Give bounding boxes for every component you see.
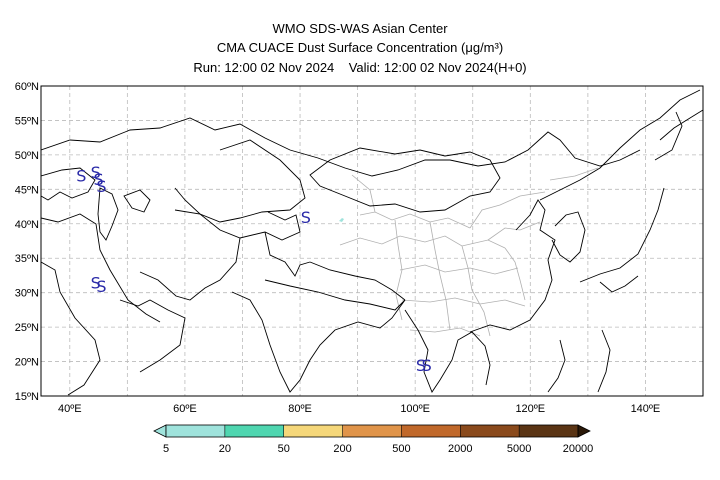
lon-tick-label: 140ºE [631,403,661,415]
colorbar-high-arrow [577,424,591,438]
dust-storm-symbol: S [91,273,101,292]
lon-tick-label: 100ºE [400,403,430,415]
colorbar-segment [166,425,225,437]
colorbar-threshold-label: 200 [333,443,351,455]
dust-storm-symbol: S [96,277,106,296]
product-title: CMA CUACE Dust Surface Concentration (μg… [216,40,504,55]
center-title: WMO SDS-WAS Asian Center [272,21,448,36]
lat-tick-label: 45ºN [15,184,39,196]
colorbar-low-arrow [153,424,167,438]
lat-tick-label: 15ºN [15,391,39,403]
lat-tick-label: 60ºN [15,81,39,93]
dust-concentration-area [339,218,344,222]
colorbar-segment [401,425,461,437]
map-gridlines [41,86,703,396]
dust-storm-symbol: S [91,163,101,182]
lon-tick-label: 80ºE [288,403,312,415]
colorbar-segment [519,425,578,437]
colorbar-outline [165,424,579,438]
colorbar-segment [224,425,284,437]
colorbar: 5 20 50 200 500 2000 5000 20000 [153,424,594,455]
dust-storm-symbol: S [422,356,432,375]
coastlines-and-borders [41,89,703,396]
lat-tick-label: 35ºN [15,253,39,265]
colorbar-threshold-label: 2000 [448,443,472,455]
dust-storm-symbol: S [93,170,103,189]
province-borders [339,167,599,337]
dust-storm-symbol: S [301,208,311,227]
country-borders [41,89,703,396]
map-frame [40,85,704,397]
dust-storm-symbol: S [96,177,106,196]
lat-tick-label: 30ºN [15,288,39,300]
lat-tick-label: 55ºN [15,115,39,127]
colorbar-segment [342,425,402,437]
colorbar-threshold-label: 20 [219,443,231,455]
dust-storm-symbol: S [416,356,426,375]
colorbar-threshold-label: 500 [392,443,410,455]
lat-tick-label: 20ºN [15,357,39,369]
lon-tick-label: 40ºE [58,403,82,415]
dust-storm-symbol: S [76,167,86,186]
lon-tick-label: 60ºE [173,403,197,415]
lat-tick-label: 50ºN [15,150,39,162]
colorbar-threshold-label: 20000 [563,443,594,455]
run-valid-time: Run: 12:00 02 Nov 2024 Valid: 12:00 02 N… [193,60,527,75]
lat-tick-label: 40ºN [15,219,39,231]
colorbar-segment [283,425,343,437]
longitude-labels: 40ºE 60ºE 80ºE 100ºE 120ºE 140ºE [58,403,660,415]
colorbar-segment [460,425,520,437]
latitude-labels: 15ºN 20ºN 25ºN 30ºN 35ºN 40ºN 45ºN 50ºN 55ºN 60ºN [15,81,39,403]
lat-tick-label: 25ºN [15,322,39,334]
lon-tick-label: 120ºE [515,403,545,415]
colorbar-threshold-label: 50 [278,443,290,455]
colorbar-threshold-label: 5000 [507,443,531,455]
colorbar-threshold-label: 5 [163,443,169,455]
